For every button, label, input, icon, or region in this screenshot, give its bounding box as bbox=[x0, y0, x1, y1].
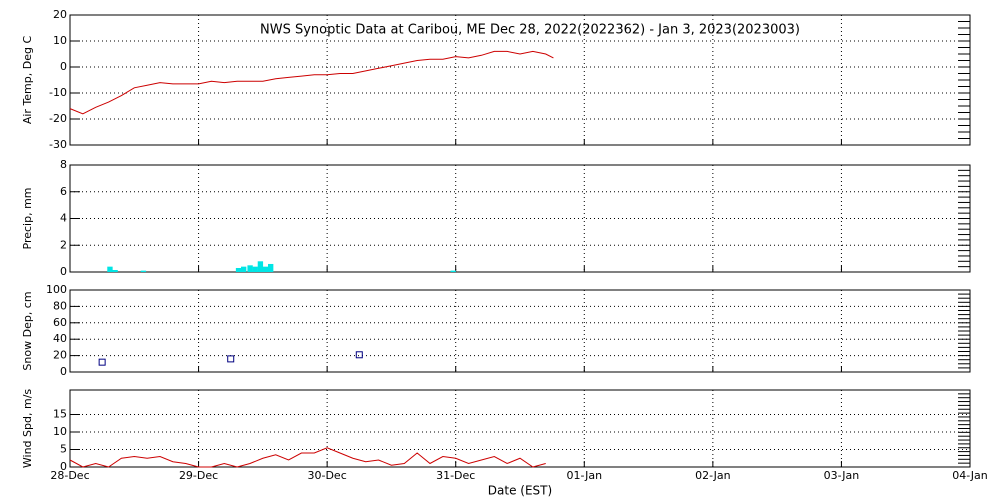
y-tick-label: 6 bbox=[60, 185, 67, 198]
x-tick-label: 04-Jan bbox=[952, 469, 988, 482]
y-tick-label: 40 bbox=[53, 332, 67, 345]
y-tick-label: -10 bbox=[49, 86, 67, 99]
y-tick-label: 15 bbox=[53, 408, 67, 421]
x-axis-label: Date (EST) bbox=[488, 484, 552, 498]
y-tick-label: 8 bbox=[60, 158, 67, 171]
bar bbox=[107, 266, 113, 272]
bar bbox=[140, 270, 147, 272]
bar bbox=[268, 263, 274, 272]
x-tick-label: 30-Dec bbox=[308, 469, 347, 482]
x-tick-label: 01-Jan bbox=[567, 469, 603, 482]
bar bbox=[247, 265, 253, 272]
y-tick-label: 10 bbox=[53, 34, 67, 47]
y-tick-label: 10 bbox=[53, 425, 67, 438]
y-tick-label: 20 bbox=[53, 8, 67, 21]
y-tick-label: 80 bbox=[53, 299, 67, 312]
y-tick-label: 0 bbox=[60, 460, 67, 473]
point bbox=[227, 355, 235, 363]
bar bbox=[257, 261, 264, 272]
bar bbox=[241, 266, 247, 272]
y-tick-label: -30 bbox=[49, 138, 67, 151]
x-tick-label: 03-Jan bbox=[824, 469, 860, 482]
x-tick-label: 02-Jan bbox=[695, 469, 731, 482]
y-tick-label: 20 bbox=[53, 349, 67, 362]
plot-frame bbox=[69, 389, 971, 468]
plot-frame bbox=[69, 289, 971, 373]
y-tick-label: -20 bbox=[49, 112, 67, 125]
bar bbox=[112, 269, 118, 272]
bar bbox=[235, 267, 242, 272]
point bbox=[355, 351, 363, 359]
bar bbox=[450, 270, 456, 272]
y-axis-label: Wind Spd, m/s bbox=[21, 389, 34, 469]
y-tick-label: 0 bbox=[60, 265, 67, 278]
x-tick-label: 31-Dec bbox=[436, 469, 475, 482]
y-axis-label: Snow Dep, cm bbox=[21, 291, 34, 370]
y-tick-label: 0 bbox=[60, 365, 67, 378]
data-line bbox=[69, 50, 554, 115]
y-tick-label: 4 bbox=[60, 212, 67, 225]
y-tick-label: 0 bbox=[60, 60, 67, 73]
x-tick-label: 29-Dec bbox=[179, 469, 218, 482]
chart-title: NWS Synoptic Data at Caribou, ME Dec 28,… bbox=[260, 23, 800, 38]
y-axis-label: Air Temp, Deg C bbox=[21, 36, 34, 125]
point bbox=[98, 358, 106, 366]
y-axis-label: Precip, mm bbox=[21, 188, 34, 250]
y-tick-label: 60 bbox=[53, 316, 67, 329]
y-tick-label: 100 bbox=[46, 283, 67, 296]
y-tick-label: 2 bbox=[60, 238, 67, 251]
data-line bbox=[69, 447, 546, 468]
x-tick-label: 28-Dec bbox=[50, 469, 89, 482]
bar bbox=[262, 266, 269, 272]
bar bbox=[252, 266, 258, 272]
y-tick-label: 5 bbox=[60, 443, 67, 456]
